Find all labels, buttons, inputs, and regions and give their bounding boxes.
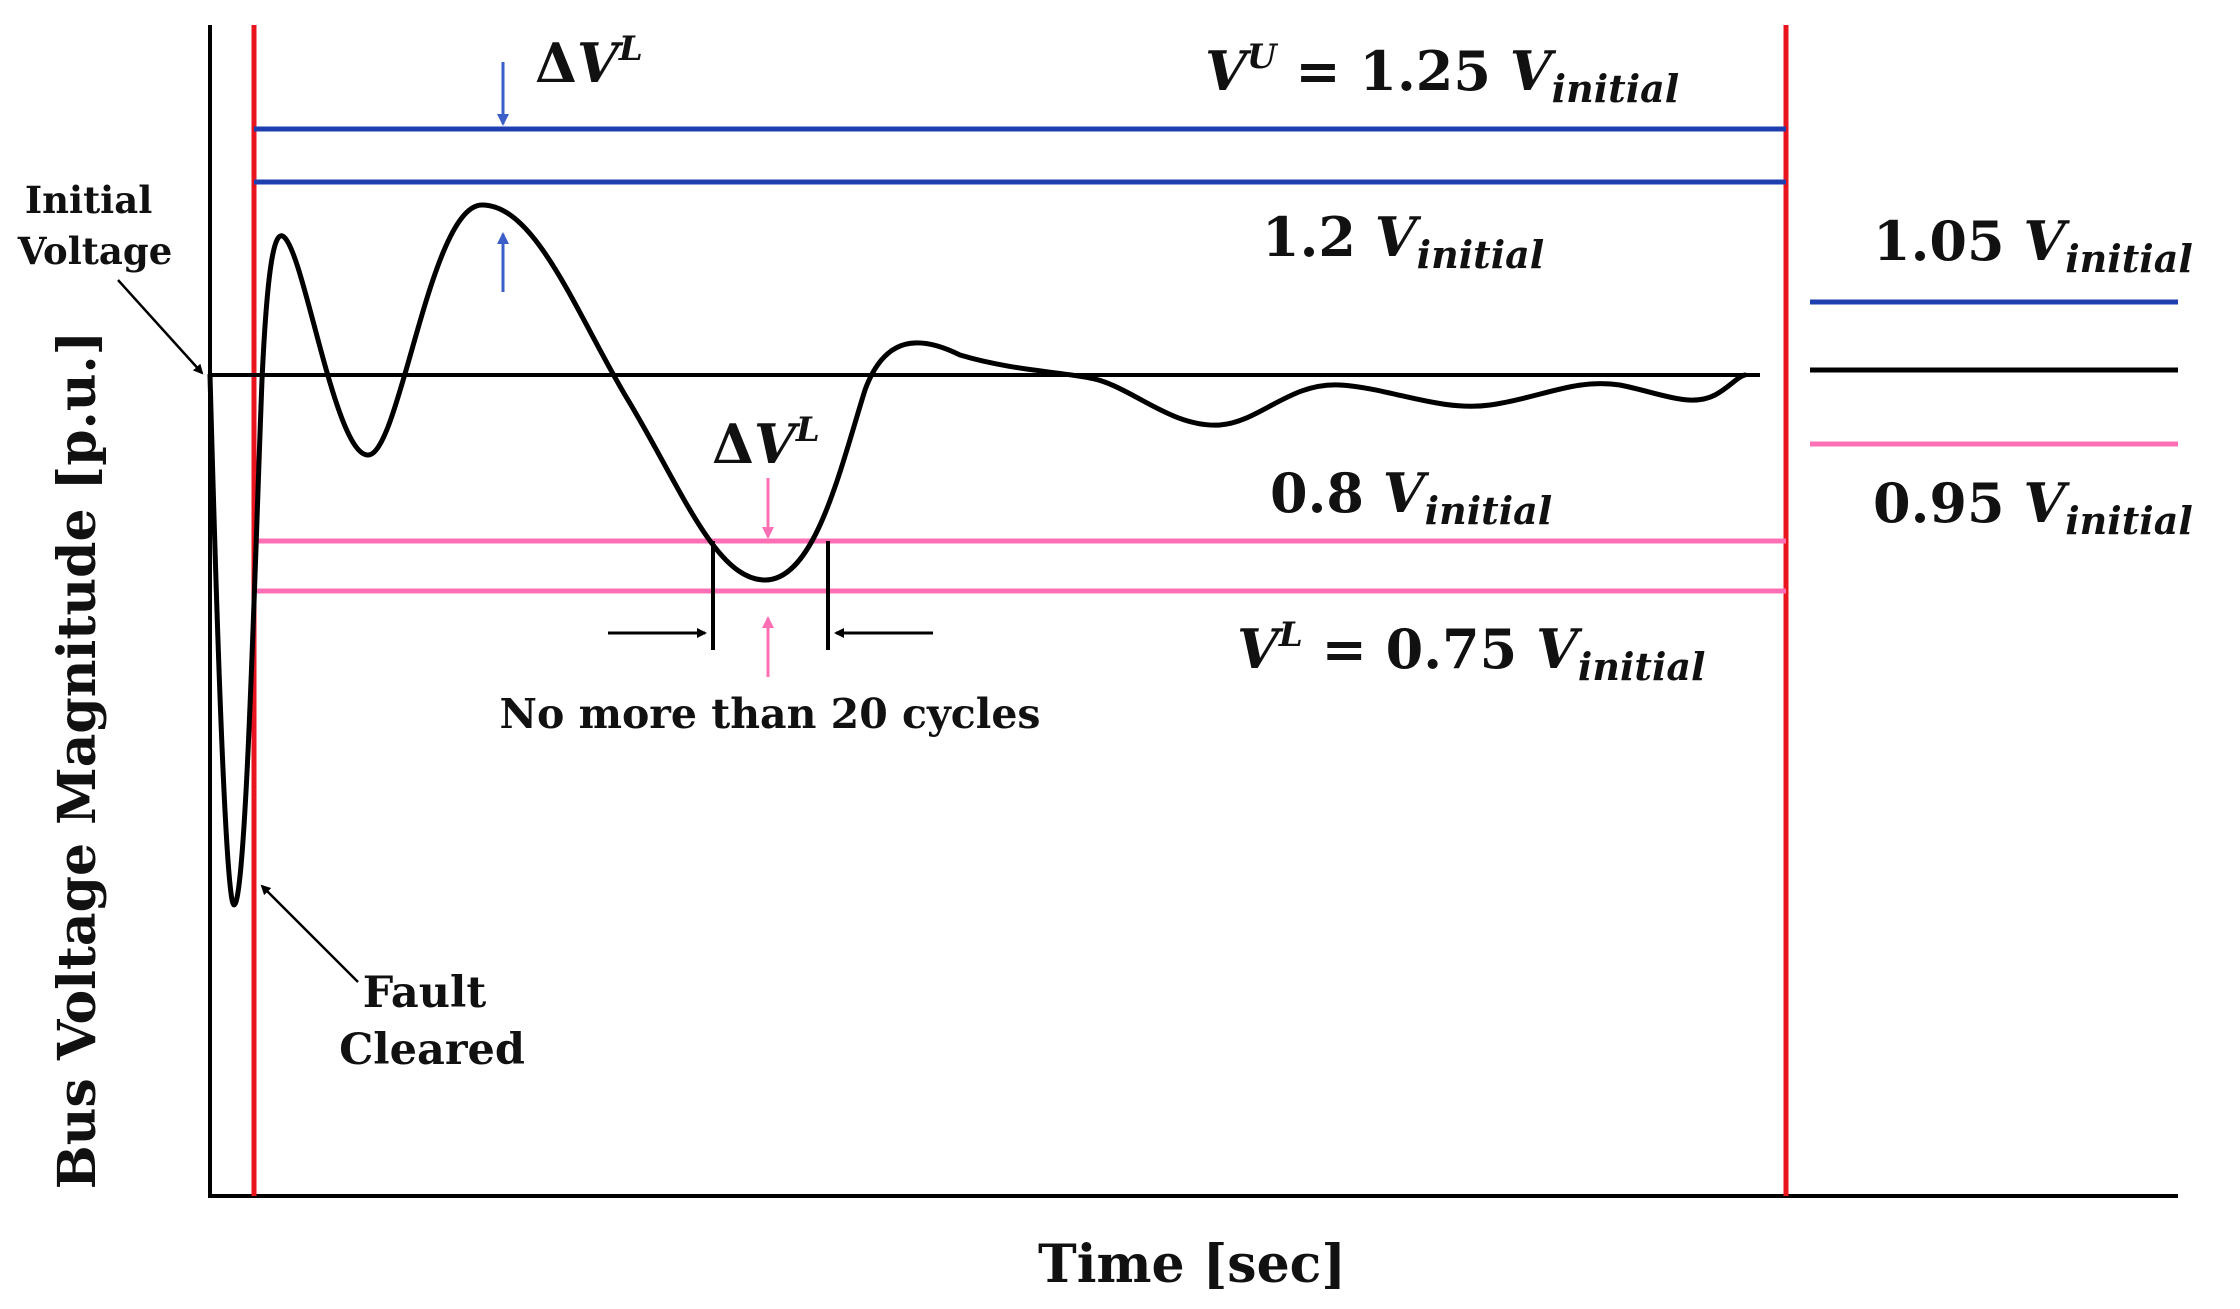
initial-voltage-label: Initial Voltage [17,178,173,273]
voltage-response-curve [207,202,1748,908]
y-axis-label: Bus Voltage Magnitude [p.u.] [47,331,108,1190]
upper-threshold-label: 1.2 Vinitial [1262,205,1544,277]
delta-bottom-label: ΔVL [712,410,820,476]
x-axis-label: Time [sec] [1038,1234,1346,1295]
duration-label: No more than 20 cycles [499,690,1040,738]
delta-top-label: ΔVL [535,29,643,95]
upper-limit-label: VU = 1.25 Vinitial [1205,37,1679,111]
fault-cleared-label: Fault Cleared [339,968,525,1075]
lower-limit-label: VL = 0.75 Vinitial [1237,615,1705,689]
steady-lower-label: 0.95 Vinitial [1873,471,2193,543]
lower-threshold-label: 0.8 Vinitial [1270,461,1552,533]
initial-voltage-pointer [117,279,204,375]
fault-cleared-pointer [260,884,359,983]
steady-upper-label: 1.05 Vinitial [1873,209,2193,281]
